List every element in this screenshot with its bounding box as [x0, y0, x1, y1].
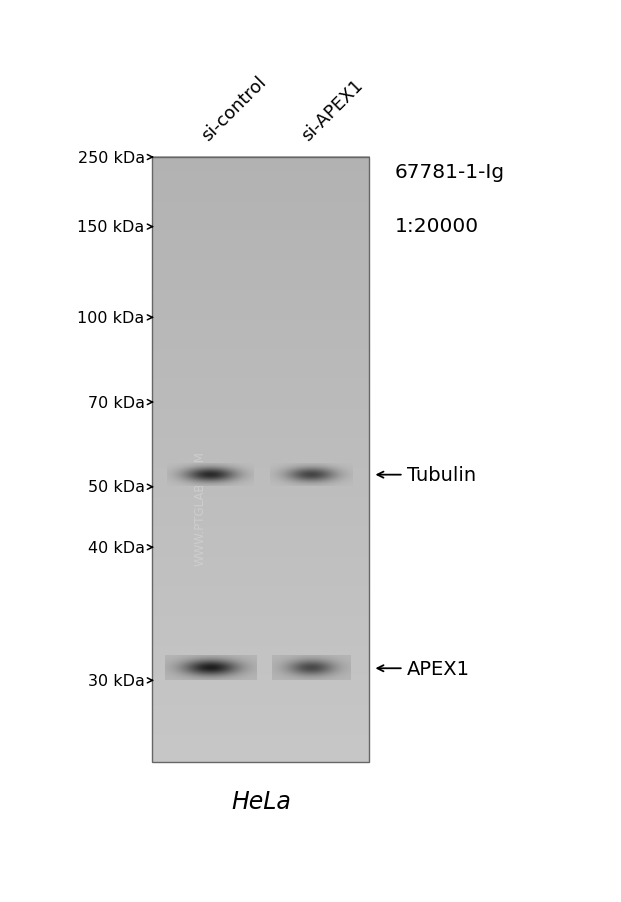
Text: WWW.PTGLAB.COM: WWW.PTGLAB.COM — [194, 451, 206, 566]
Text: APEX1: APEX1 — [407, 659, 469, 678]
Text: 150 kDa: 150 kDa — [78, 220, 145, 235]
Text: Tubulin: Tubulin — [407, 465, 476, 484]
Text: 67781-1-Ig: 67781-1-Ig — [394, 162, 504, 181]
Text: 250 kDa: 250 kDa — [78, 151, 145, 165]
Text: 1:20000: 1:20000 — [394, 216, 478, 235]
Text: si-control: si-control — [198, 73, 270, 144]
Text: si-APEX1: si-APEX1 — [298, 76, 366, 144]
Text: 50 kDa: 50 kDa — [88, 480, 145, 494]
Text: 40 kDa: 40 kDa — [88, 540, 145, 555]
Bar — [152, 158, 369, 762]
Text: 30 kDa: 30 kDa — [88, 673, 145, 688]
Text: 100 kDa: 100 kDa — [78, 310, 145, 326]
Text: 70 kDa: 70 kDa — [88, 395, 145, 410]
Text: HeLa: HeLa — [231, 789, 291, 814]
